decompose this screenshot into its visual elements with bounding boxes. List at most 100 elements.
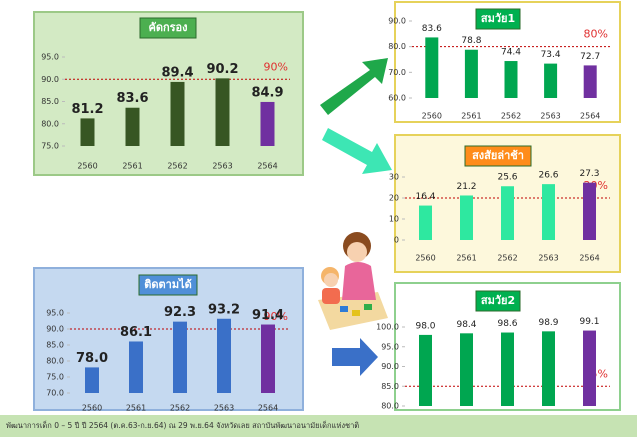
panel-title: สมวัย1 (481, 12, 515, 25)
bar (419, 205, 432, 240)
bar (583, 65, 597, 98)
panel (33, 267, 304, 411)
arrow (320, 58, 388, 115)
y-tick-label: 85.0 (41, 97, 59, 106)
value-label: 81.2 (71, 102, 103, 117)
bar (85, 367, 99, 393)
bar (460, 195, 473, 240)
bar (501, 186, 514, 240)
y-tick-label: 80.0 (46, 357, 64, 366)
y-tick-label: 90.0 (41, 75, 59, 84)
value-label: 21.2 (456, 182, 476, 192)
bar (542, 331, 555, 406)
value-label: 90.2 (206, 62, 238, 77)
y-tick-label: 70.0 (388, 68, 406, 77)
x-tick-label: 2564 (257, 162, 277, 171)
bar (125, 107, 140, 146)
bar (217, 318, 231, 393)
bar (583, 182, 596, 240)
y-tick-label: 90.0 (46, 325, 64, 334)
y-tick-label: 90.0 (388, 17, 406, 26)
panel (33, 11, 304, 176)
value-label: 92.3 (164, 305, 196, 320)
x-tick-label: 2563 (540, 112, 560, 121)
y-tick-label: 10 (389, 215, 399, 224)
value-label: 25.6 (497, 173, 517, 183)
panel-title: คัดกรอง (148, 21, 187, 34)
value-label: 16.4 (415, 192, 435, 202)
value-label: 98.4 (456, 320, 476, 330)
panel-title-box (475, 290, 521, 312)
x-tick-label: 2563 (538, 254, 558, 263)
bar (464, 49, 478, 98)
bar (460, 333, 473, 406)
bar (129, 341, 143, 393)
y-tick-label: 80.0 (41, 119, 59, 128)
y-tick-label: 0 (394, 236, 399, 245)
footer-bar (0, 415, 637, 437)
y-tick-label: 20 (389, 194, 399, 203)
bar (261, 324, 275, 393)
y-tick-label: 60.0 (388, 94, 406, 103)
footer: พัฒนาการเด็ก 0 – 5 ปี ปี 2564 (ต.ค.63-ก.… (6, 420, 359, 430)
value-label: 98.6 (497, 319, 517, 329)
value-label: 98.9 (538, 318, 558, 328)
bar (419, 334, 432, 406)
arrow (322, 128, 392, 174)
panel-title-box (138, 274, 198, 296)
y-tick-label: 85.0 (46, 341, 64, 350)
x-tick-label: 2562 (170, 404, 190, 413)
x-tick-label: 2563 (212, 162, 232, 171)
value-label: 83.6 (116, 91, 148, 106)
y-tick-label: 100.0 (376, 323, 399, 332)
arrow (332, 338, 378, 376)
value-label: 84.9 (251, 85, 283, 100)
value-label: 91.4 (252, 308, 284, 323)
bar (80, 118, 95, 146)
bar (170, 81, 185, 146)
x-tick-label: 2561 (122, 162, 142, 171)
x-tick-label: 2560 (82, 404, 102, 413)
value-label: 86.1 (120, 325, 152, 340)
x-tick-label: 2560 (415, 254, 435, 263)
value-label: 78.0 (76, 351, 108, 366)
bar (583, 330, 596, 406)
x-tick-label: 2561 (461, 112, 481, 121)
x-tick-label: 2562 (501, 112, 521, 121)
x-tick-label: 2561 (126, 404, 146, 413)
x-tick-label: 2563 (214, 404, 234, 413)
value-label: 98.0 (415, 321, 435, 331)
panel-title: ติดตามได้ (144, 277, 192, 291)
y-tick-label: 75.0 (46, 373, 64, 382)
value-label: 74.4 (501, 48, 521, 58)
y-tick-label: 70.0 (46, 389, 64, 398)
illustration (318, 232, 388, 330)
bar (425, 37, 439, 98)
bar (215, 78, 230, 146)
target-label: 80% (584, 28, 608, 41)
bar (544, 63, 558, 98)
value-label: 93.2 (208, 302, 240, 317)
value-label: 26.6 (538, 171, 558, 181)
y-tick-label: 95.0 (381, 342, 399, 351)
x-tick-label: 2562 (167, 162, 187, 171)
x-tick-label: 2564 (580, 112, 600, 121)
panel-title-box (464, 145, 532, 167)
value-label: 27.3 (579, 169, 599, 179)
value-label: 73.4 (541, 50, 561, 60)
x-tick-label: 2560 (422, 112, 442, 121)
y-tick-label: 95.0 (41, 53, 59, 62)
y-tick-label: 95.0 (46, 309, 64, 318)
bar (173, 321, 187, 393)
y-tick-label: 80.0 (381, 402, 399, 411)
y-tick-label: 80.0 (388, 42, 406, 51)
bar (542, 184, 555, 240)
y-tick-label: 85.0 (381, 382, 399, 391)
x-tick-label: 2561 (456, 254, 476, 263)
value-label: 72.7 (580, 52, 600, 62)
value-label: 89.4 (161, 65, 193, 80)
x-tick-label: 2564 (258, 404, 278, 413)
bar (260, 101, 275, 146)
value-label: 83.6 (422, 24, 442, 34)
